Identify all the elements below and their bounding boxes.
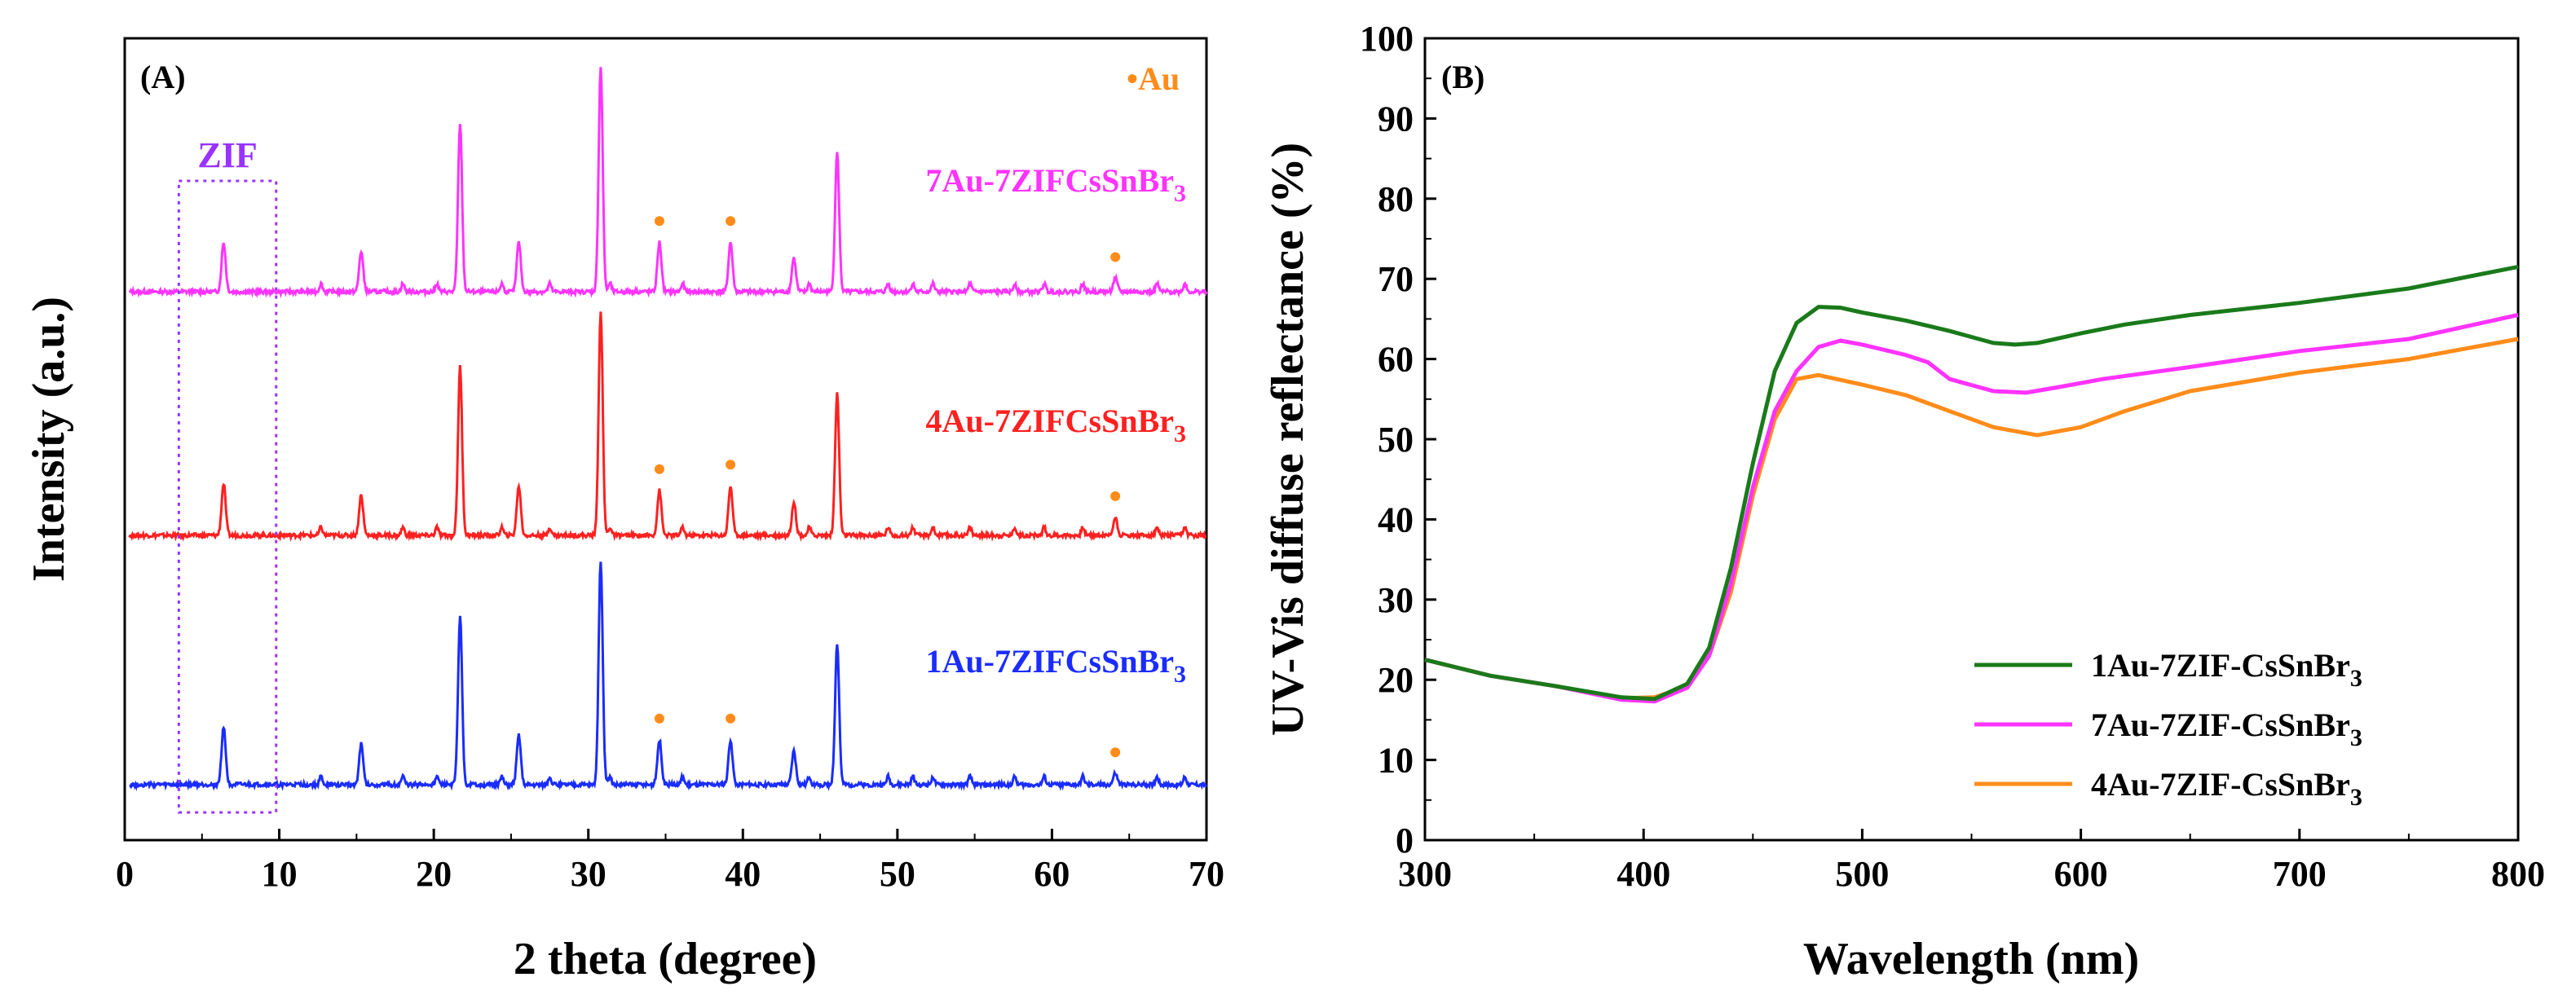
panel-a-series-labels: 7Au-7ZIFCsSnBr3 4Au-7ZIFCsSnBr3 1Au-7ZIFCs… (925, 162, 1186, 688)
legend-label: 7Au-7ZIF-CsSnBr3 (2091, 706, 2362, 751)
panel-a-xlabel: 2 theta (degree) (514, 934, 817, 984)
series-label: 7Au-7ZIFCsSnBr3 (925, 162, 1186, 207)
au-marker-legend: •Au (1127, 60, 1180, 97)
y-tick-label: 40 (1378, 500, 1414, 539)
panel-a-au-markers (654, 216, 1121, 758)
panel-b-label: (B) (1441, 59, 1484, 95)
uvvis-series-line (1424, 337, 2519, 701)
au-peak-marker (654, 464, 664, 474)
y-tick-label: 100 (1360, 19, 1414, 59)
legend-label: 1Au-7ZIF-CsSnBr3 (2091, 647, 2362, 692)
au-peak-marker (1110, 252, 1121, 262)
panel-a-x-ticks: 0 10 20 30 40 50 60 70 (116, 829, 1224, 894)
au-peak-marker (726, 713, 736, 724)
xrd-series-line (128, 311, 1206, 543)
y-tick-label: 10 (1378, 741, 1414, 781)
x-tick-label: 40 (725, 854, 761, 894)
x-tick-label: 10 (262, 854, 298, 894)
x-tick-label: 600 (2054, 854, 2108, 894)
x-tick-label: 30 (571, 854, 607, 894)
legend-label: 4Au-7ZIF-CsSnBr3 (2091, 766, 2362, 811)
x-tick-label: 50 (880, 854, 915, 894)
panel-a-ylabel: Intensity (a.u.) (24, 297, 74, 582)
xrd-series-line (129, 561, 1208, 792)
uvvis-series-line (1424, 264, 2519, 702)
au-peak-marker (654, 713, 664, 724)
au-peak-marker (726, 460, 736, 470)
panel-b-frame (1423, 37, 2520, 842)
panel-b: 300 400 500 600 700 800 0 10 20 30 40 50 60 70 80 90 100… (1263, 19, 2545, 984)
au-peak-marker (654, 216, 664, 227)
x-tick-label: 20 (416, 854, 452, 894)
zif-region-box (177, 179, 278, 814)
y-tick-label: 20 (1378, 660, 1414, 700)
series-label: 1Au-7ZIFCsSnBr3 (925, 643, 1186, 688)
x-tick-label: 800 (2491, 854, 2545, 894)
au-peak-marker (1110, 491, 1121, 501)
x-tick-label: 0 (116, 854, 134, 894)
panel-a-frame (123, 37, 1208, 842)
y-tick-label: 0 (1396, 821, 1414, 861)
y-tick-label: 60 (1378, 340, 1414, 380)
x-tick-label: 70 (1189, 854, 1224, 894)
x-tick-label: 60 (1034, 854, 1070, 894)
panel-a-series (128, 67, 1208, 792)
panel-a: 0 10 20 30 40 50 60 70 ZIF (A) •Au 7Au-7ZIFCsSn… (24, 37, 1224, 984)
panel-b-xlabel: Wavelength (nm) (1803, 934, 2139, 984)
x-tick-label: 500 (1835, 854, 1889, 894)
y-tick-label: 50 (1378, 420, 1414, 460)
au-peak-marker (726, 216, 736, 227)
x-tick-label: 300 (1398, 854, 1452, 894)
y-tick-label: 70 (1378, 259, 1414, 299)
x-tick-label: 700 (2273, 854, 2327, 894)
panel-b-ylabel: UV-Vis diffuse reflectance (%) (1263, 143, 1313, 736)
uvvis-series-line (1424, 313, 2519, 704)
xrd-series-line (128, 67, 1208, 299)
panel-b-ticks: 300 400 500 600 700 800 0 10 20 30 40 50 60 70 80 90 100 (1360, 19, 2545, 894)
x-tick-label: 400 (1617, 854, 1670, 894)
panel-a-label: (A) (140, 59, 186, 95)
panel-b-legend: 1Au-7ZIF-CsSnBr3 7Au-7ZIF-CsSnBr3 4Au-7ZIF… (1974, 647, 2362, 811)
y-tick-label: 80 (1378, 179, 1414, 219)
y-tick-label: 30 (1378, 580, 1414, 620)
y-tick-label: 90 (1378, 99, 1414, 139)
panel-b-series (1424, 264, 2519, 704)
series-label: 4Au-7ZIFCsSnBr3 (925, 403, 1186, 447)
au-peak-marker (1110, 747, 1121, 758)
zif-box-label: ZIF (197, 135, 257, 175)
